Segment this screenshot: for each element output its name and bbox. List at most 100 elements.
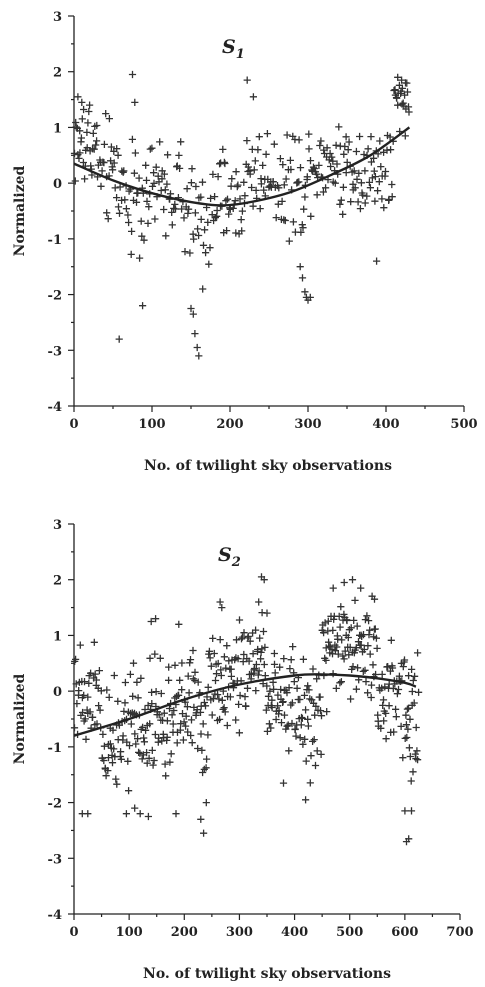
data-point bbox=[319, 188, 327, 196]
data-point bbox=[349, 663, 357, 671]
data-point bbox=[378, 670, 386, 678]
data-point bbox=[207, 662, 215, 670]
data-point bbox=[134, 735, 142, 743]
data-point bbox=[189, 310, 197, 318]
data-point bbox=[105, 693, 113, 701]
data-point bbox=[355, 169, 363, 177]
data-point bbox=[72, 655, 80, 663]
data-point bbox=[365, 617, 373, 625]
data-point bbox=[285, 237, 293, 245]
data-point bbox=[299, 224, 307, 232]
data-point bbox=[198, 746, 206, 754]
data-point bbox=[158, 175, 166, 183]
data-point bbox=[401, 79, 410, 87]
x-tick-label: 300 bbox=[226, 925, 253, 940]
data-point bbox=[322, 656, 330, 664]
data-point bbox=[122, 205, 130, 213]
data-point bbox=[401, 734, 409, 742]
data-point bbox=[155, 711, 163, 719]
data-point bbox=[406, 752, 414, 761]
x-tick-label: 400 bbox=[281, 925, 308, 940]
data-point bbox=[411, 672, 419, 680]
data-point bbox=[83, 128, 91, 136]
panel-s1: S1 No. of twilight sky observations Norm… bbox=[12, 10, 478, 474]
data-point bbox=[267, 724, 275, 732]
data-point bbox=[378, 684, 386, 692]
data-point bbox=[193, 343, 201, 352]
data-point bbox=[76, 149, 84, 157]
data-point bbox=[382, 709, 390, 717]
data-point bbox=[363, 612, 371, 620]
data-point bbox=[91, 670, 99, 678]
data-point bbox=[272, 715, 280, 724]
data-point bbox=[200, 829, 208, 837]
data-point bbox=[302, 706, 310, 714]
data-point bbox=[113, 780, 121, 788]
data-point bbox=[200, 698, 208, 707]
data-point bbox=[370, 154, 378, 162]
data-point bbox=[386, 133, 394, 141]
data-point bbox=[163, 717, 171, 725]
data-point bbox=[156, 138, 164, 146]
data-point bbox=[201, 226, 209, 234]
data-point bbox=[259, 627, 268, 636]
data-point bbox=[116, 183, 124, 191]
data-point bbox=[356, 132, 364, 141]
data-point bbox=[240, 650, 248, 659]
data-point bbox=[160, 205, 168, 214]
data-point bbox=[374, 711, 382, 719]
data-point bbox=[306, 779, 314, 787]
data-point bbox=[223, 642, 231, 650]
y-tick-label: -4 bbox=[48, 908, 62, 923]
y-tick-label: 3 bbox=[53, 518, 62, 533]
data-point bbox=[302, 757, 310, 765]
data-point bbox=[185, 205, 193, 213]
x-tick-label: 200 bbox=[216, 417, 243, 432]
data-point bbox=[187, 716, 196, 724]
data-point bbox=[127, 250, 135, 258]
data-point bbox=[409, 676, 417, 685]
data-point bbox=[303, 173, 311, 181]
data-point bbox=[131, 730, 139, 738]
data-point bbox=[93, 121, 101, 130]
data-point bbox=[351, 596, 359, 604]
data-point bbox=[170, 706, 178, 715]
data-point bbox=[112, 775, 120, 783]
data-point bbox=[216, 636, 224, 644]
data-point bbox=[137, 674, 145, 682]
data-point bbox=[250, 664, 259, 673]
data-point bbox=[103, 686, 111, 694]
data-point bbox=[407, 807, 416, 815]
data-point bbox=[213, 206, 221, 215]
data-point bbox=[347, 198, 355, 206]
data-point bbox=[408, 665, 416, 673]
data-point bbox=[379, 696, 388, 704]
data-point bbox=[270, 140, 278, 148]
data-point bbox=[132, 198, 141, 206]
data-point bbox=[347, 695, 355, 703]
data-point bbox=[228, 175, 236, 183]
data-point bbox=[95, 667, 103, 675]
x-tick-label: 300 bbox=[294, 417, 321, 432]
x-tick-label: 0 bbox=[69, 417, 78, 432]
data-point bbox=[189, 646, 197, 655]
data-point bbox=[307, 752, 315, 760]
data-point bbox=[373, 257, 381, 265]
data-point bbox=[157, 186, 165, 195]
data-point bbox=[387, 636, 395, 644]
data-point bbox=[402, 721, 410, 729]
data-point bbox=[262, 706, 270, 714]
data-point bbox=[132, 740, 140, 748]
data-point bbox=[305, 130, 313, 138]
data-point bbox=[198, 178, 207, 186]
data-point bbox=[143, 749, 151, 757]
data-point bbox=[265, 720, 273, 728]
data-point bbox=[243, 76, 251, 84]
data-point bbox=[404, 704, 413, 712]
data-point bbox=[110, 159, 118, 167]
data-point bbox=[192, 182, 200, 191]
panel-title: S2 bbox=[218, 544, 241, 570]
data-point bbox=[120, 167, 128, 175]
data-point bbox=[144, 219, 152, 227]
data-point bbox=[313, 747, 321, 755]
